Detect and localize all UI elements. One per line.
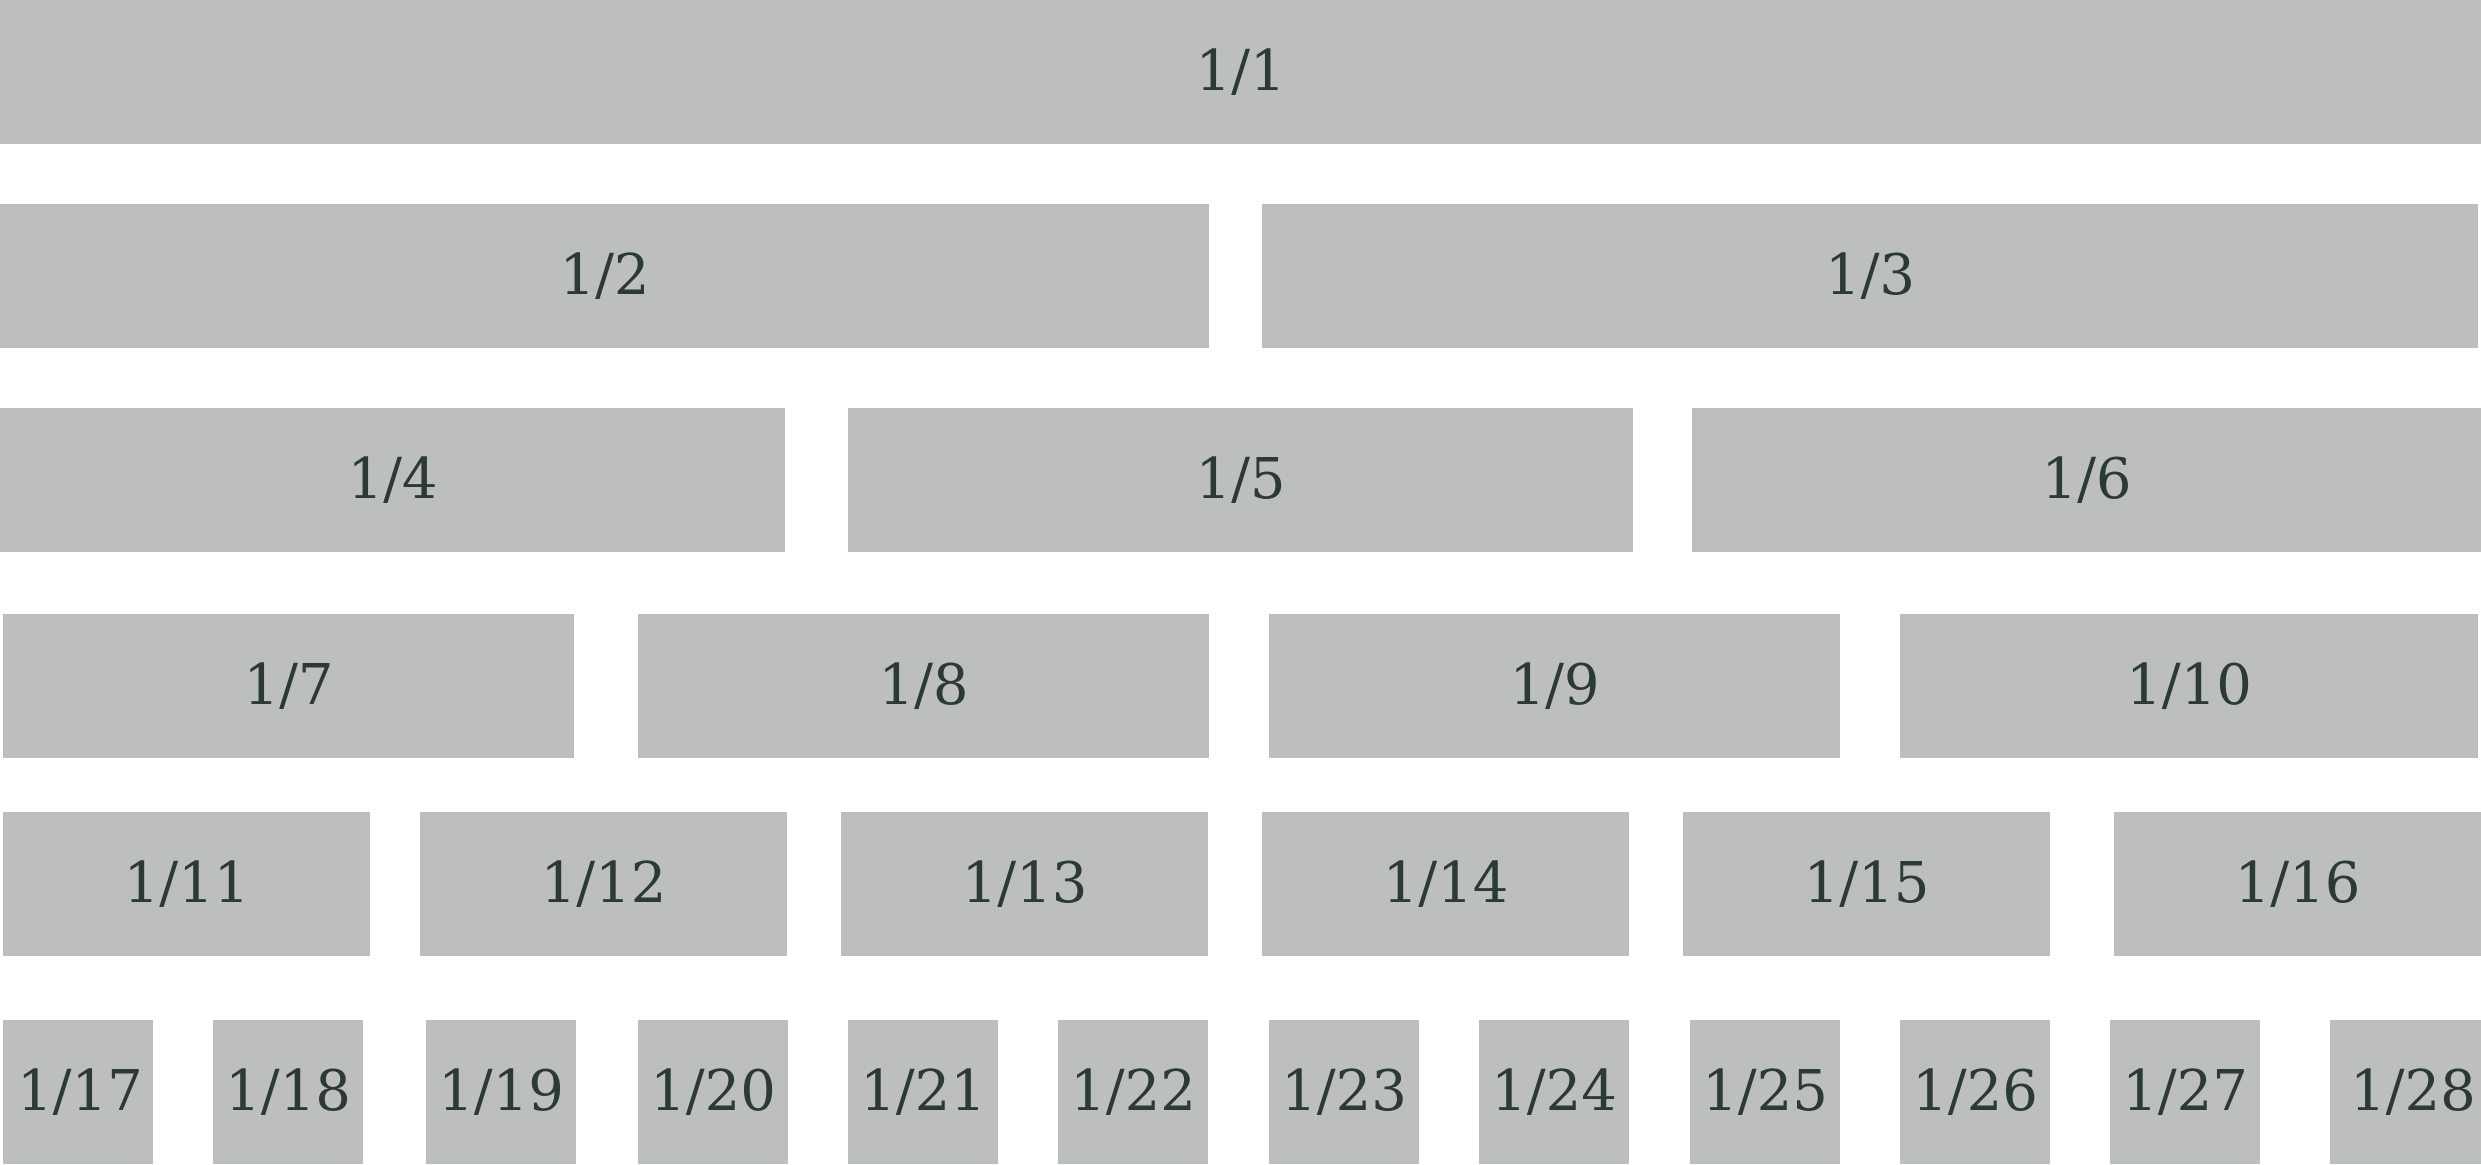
fraction-cell-1-28: 1/28	[2330, 1020, 2481, 1164]
fraction-cell-1-4: 1/4	[0, 408, 785, 552]
fraction-cell-1-20: 1/20	[638, 1020, 788, 1164]
fraction-cell-1-15: 1/15	[1683, 812, 2050, 956]
fraction-cell-1-16: 1/16	[2114, 812, 2481, 956]
fraction-cell-1-22: 1/22	[1058, 1020, 1208, 1164]
fraction-cell-1-26: 1/26	[1900, 1020, 2050, 1164]
fraction-cell-1-23: 1/23	[1269, 1020, 1419, 1164]
fraction-cell-1-27: 1/27	[2110, 1020, 2260, 1164]
fraction-cell-1-19: 1/19	[426, 1020, 576, 1164]
fraction-cell-1-12: 1/12	[420, 812, 787, 956]
fraction-cell-1-18: 1/18	[213, 1020, 363, 1164]
fraction-cell-1-25: 1/25	[1690, 1020, 1840, 1164]
fraction-cell-1-11: 1/11	[3, 812, 370, 956]
fraction-cell-1-1: 1/1	[0, 0, 2481, 144]
fraction-cell-1-2: 1/2	[0, 204, 1209, 348]
fraction-cell-1-3: 1/3	[1262, 204, 2478, 348]
fraction-cell-1-13: 1/13	[841, 812, 1208, 956]
fraction-cell-1-7: 1/7	[3, 614, 574, 758]
fraction-cell-1-5: 1/5	[848, 408, 1633, 552]
fraction-cell-1-6: 1/6	[1692, 408, 2481, 552]
fraction-cell-1-21: 1/21	[848, 1020, 998, 1164]
fraction-cell-1-8: 1/8	[638, 614, 1209, 758]
fraction-cell-1-10: 1/10	[1900, 614, 2478, 758]
fraction-cell-1-24: 1/24	[1479, 1020, 1629, 1164]
fraction-cell-1-17: 1/17	[3, 1020, 153, 1164]
fraction-cell-1-14: 1/14	[1262, 812, 1629, 956]
fraction-cell-1-9: 1/9	[1269, 614, 1840, 758]
